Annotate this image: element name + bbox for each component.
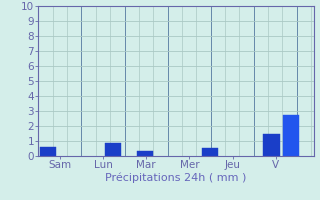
X-axis label: Précipitations 24h ( mm ): Précipitations 24h ( mm ) <box>105 173 247 183</box>
Bar <box>263 134 280 156</box>
Bar <box>40 147 56 156</box>
Bar <box>283 115 299 156</box>
Bar <box>202 148 218 156</box>
Bar <box>105 143 121 156</box>
Bar <box>137 151 153 156</box>
